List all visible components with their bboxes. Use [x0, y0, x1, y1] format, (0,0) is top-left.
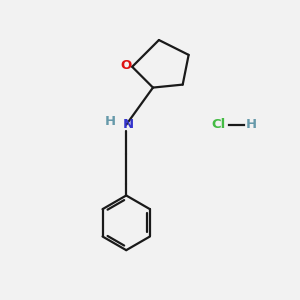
Text: H: H	[246, 118, 257, 131]
Text: Cl: Cl	[211, 118, 226, 131]
Text: O: O	[120, 59, 131, 72]
Text: H: H	[105, 115, 116, 128]
Text: N: N	[123, 118, 134, 131]
